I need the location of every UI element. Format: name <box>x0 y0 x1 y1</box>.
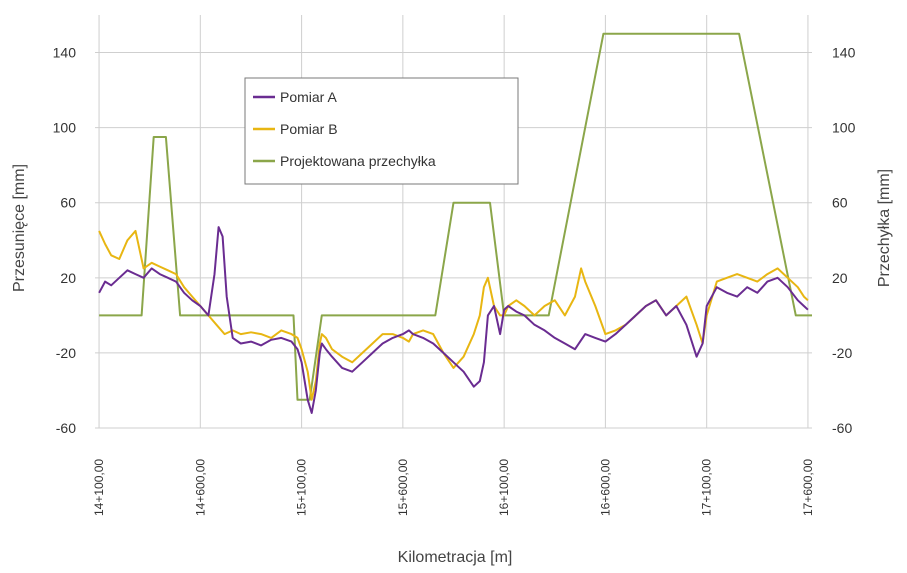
y-tick-label-right: 100 <box>832 120 856 136</box>
y-tick-label-left: -20 <box>56 345 76 361</box>
x-ticks: 14+100,00 14+600,00 15+100,00 15+600,00 16+1… <box>92 459 815 516</box>
legend-box <box>244 77 519 185</box>
x-axis-title: Kilometracja [m] <box>398 549 513 566</box>
y-tick-label-left: 60 <box>60 195 76 211</box>
x-tick-label: 17+100,00 <box>700 459 714 516</box>
x-tick-label: 14+100,00 <box>92 459 106 516</box>
x-tick-label: 17+600,00 <box>801 459 815 516</box>
legend-label: Pomiar A <box>280 89 337 105</box>
legend: Pomiar A Pomiar B Projektowana przechyłka <box>244 77 519 185</box>
series-line-pomiar-a <box>98 226 809 414</box>
y-tick-label-right: 140 <box>832 45 856 61</box>
y-axis-title-left: Przesunięce [mm] <box>11 164 28 292</box>
grid <box>95 15 812 429</box>
y-tick-label-left: 100 <box>53 120 77 136</box>
series-line-projektowana-przechyłka <box>99 32 812 401</box>
y-tick-label-left: 140 <box>53 45 77 61</box>
x-tick-label: 16+100,00 <box>497 459 511 516</box>
x-tick-label: 16+600,00 <box>598 459 612 516</box>
y-tick-label-left: 20 <box>60 270 76 286</box>
x-tick-label: 15+100,00 <box>295 459 309 516</box>
y-tick-label-right: -60 <box>832 420 852 436</box>
series-layer <box>98 32 812 414</box>
legend-label: Pomiar B <box>280 121 338 137</box>
y-tick-label-right: -20 <box>832 345 852 361</box>
x-tick-label: 14+600,00 <box>193 459 207 516</box>
y-ticks-right: -60 -20 20 60 100 140 <box>832 45 856 436</box>
y-ticks-left: -60 -20 20 60 100 140 <box>53 45 77 436</box>
legend-label: Projektowana przechyłka <box>280 153 436 169</box>
y-axis-title-right: Przechyłka [mm] <box>876 169 893 287</box>
y-tick-label-right: 20 <box>832 270 848 286</box>
series-line-pomiar-b <box>98 229 809 401</box>
x-tick-label: 15+600,00 <box>396 459 410 516</box>
y-tick-label-left: -60 <box>56 420 76 436</box>
y-tick-label-right: 60 <box>832 195 848 211</box>
